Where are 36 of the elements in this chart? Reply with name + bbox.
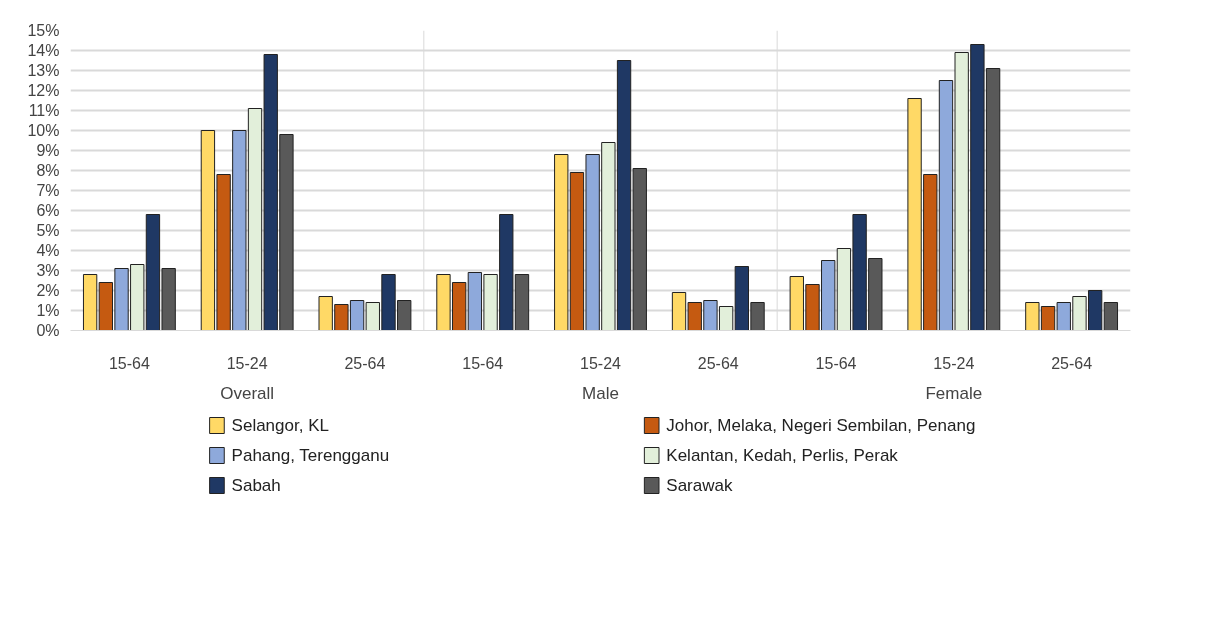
y-tick-label: 11% (28, 102, 60, 119)
x-tick-label: 15-24 (933, 354, 975, 372)
x-tick-label: 15-64 (462, 354, 504, 372)
y-tick-label: 10% (27, 122, 60, 139)
legend-label: Kelantan, Kedah, Perlis, Perak (666, 446, 899, 465)
bar (1103, 302, 1119, 331)
legend-label: Sarawak (666, 476, 733, 495)
x-tick-label: 15-64 (108, 354, 150, 372)
x-tick-label: 25-64 (697, 354, 739, 372)
y-tick-label: 12% (27, 82, 60, 99)
x-tick-label: 25-64 (344, 354, 386, 372)
text: Female (925, 383, 983, 403)
legend-label: Johor, Melaka, Negeri Sembilan, Penang (666, 416, 976, 435)
text: Overall (220, 383, 275, 403)
y-tick-label: 8% (36, 162, 60, 179)
text: Male (582, 383, 619, 403)
y-tick-label: 14% (27, 42, 60, 59)
y-tick-label: 6% (36, 202, 60, 219)
y-tick-label: 13% (27, 62, 60, 79)
y-tick-label: 3% (36, 262, 60, 279)
legend-label: Selangor, KL (231, 416, 329, 435)
y-tick-label: 4% (36, 242, 60, 259)
y-tick-label: 9% (36, 142, 60, 159)
legend-label: Sabah (231, 476, 281, 495)
x-tick-label: 25-64 (1051, 354, 1093, 372)
y-tick-label: 5% (36, 222, 60, 239)
y-tick-label: 7% (36, 182, 60, 199)
y-tick-label: 15% (27, 22, 60, 39)
y-tick-label: 0% (36, 322, 60, 339)
bar (82, 274, 98, 331)
x-tick-label: 15-24 (226, 354, 268, 372)
y-tick-label: 2% (36, 282, 60, 299)
y-tick-label: 1% (36, 302, 60, 319)
legend-label: Pahang, Terengganu (231, 446, 390, 465)
x-tick-label: 15-64 (815, 354, 857, 372)
x-tick-label: 15-24 (580, 354, 622, 372)
